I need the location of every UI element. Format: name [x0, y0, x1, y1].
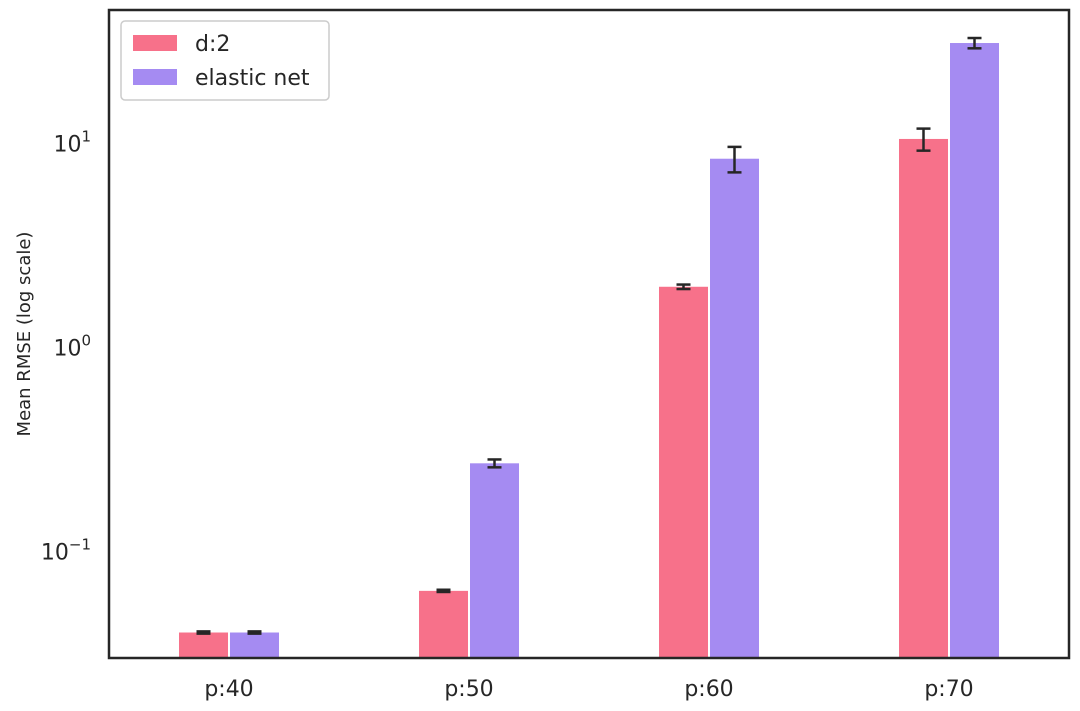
y-tick-label: 10−1: [41, 535, 91, 565]
legend-swatch: [133, 69, 177, 85]
error-bar: [487, 458, 502, 469]
error-bar: [247, 630, 262, 635]
legend-label: elastic net: [195, 66, 310, 91]
error-bar: [727, 145, 742, 174]
x-tick-labels: p:40 p:50 p:60 p:70: [204, 677, 973, 702]
bar-d-2-p-60: [659, 286, 708, 658]
bar-elastic-net-p-50: [470, 463, 519, 658]
y-axis-title: Mean RMSE (log scale): [14, 232, 35, 437]
bar-d-2-p-50: [419, 590, 468, 658]
legend-label: d:2: [195, 32, 230, 57]
x-tick-label: p:70: [924, 677, 973, 702]
bars-layer: [179, 43, 999, 659]
error-bar: [967, 36, 982, 50]
y-tick-label: 100: [53, 331, 91, 361]
bar-d-2-p-70: [899, 138, 948, 659]
bar-elastic-net-p-40: [230, 632, 279, 658]
error-bar: [436, 588, 451, 594]
bar-d-2-p-40: [179, 632, 228, 658]
error-bar: [916, 127, 931, 152]
y-tick-label: 101: [53, 127, 91, 157]
bar-elastic-net-p-60: [710, 158, 759, 658]
legend: d:2 elastic net: [120, 20, 330, 101]
bar-elastic-net-p-70: [950, 43, 999, 659]
error-bar: [196, 630, 211, 635]
legend-swatch: [133, 35, 177, 51]
x-tick-label: p:50: [444, 677, 493, 702]
y-tick-labels: 10−1 100 101: [41, 127, 91, 565]
x-tick-label: p:60: [684, 677, 733, 702]
x-tick-label: p:40: [204, 677, 253, 702]
plot-frame: [107, 8, 1071, 660]
error-bars-layer: [196, 36, 982, 635]
error-bar: [676, 283, 691, 291]
